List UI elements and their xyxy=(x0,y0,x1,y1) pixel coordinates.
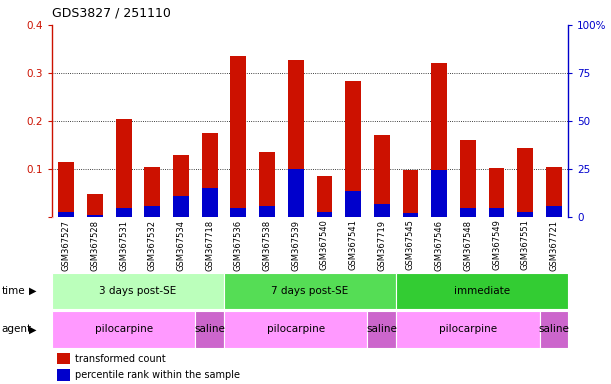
Bar xyxy=(518,148,533,217)
Bar xyxy=(431,170,447,217)
Bar xyxy=(224,311,367,348)
Text: saline: saline xyxy=(367,324,397,334)
Bar xyxy=(288,169,304,217)
Text: pilocarpine: pilocarpine xyxy=(266,324,325,334)
Text: GSM367719: GSM367719 xyxy=(377,220,386,271)
Bar xyxy=(396,273,568,309)
Bar xyxy=(59,212,74,217)
Text: GSM367541: GSM367541 xyxy=(349,220,357,270)
Text: GSM367546: GSM367546 xyxy=(434,220,444,271)
Bar xyxy=(115,209,131,217)
Bar xyxy=(202,188,218,217)
Bar xyxy=(52,273,224,309)
Bar xyxy=(288,60,304,217)
Bar xyxy=(57,353,70,364)
Text: ▶: ▶ xyxy=(29,286,37,296)
Bar xyxy=(259,152,275,217)
Text: GSM367540: GSM367540 xyxy=(320,220,329,270)
Bar xyxy=(224,273,396,309)
Text: GSM367534: GSM367534 xyxy=(177,220,186,271)
Text: immediate: immediate xyxy=(454,286,510,296)
Bar xyxy=(52,311,196,348)
Text: 7 days post-SE: 7 days post-SE xyxy=(271,286,349,296)
Text: ▶: ▶ xyxy=(29,324,37,334)
Bar xyxy=(460,140,476,217)
Text: GSM367539: GSM367539 xyxy=(291,220,300,271)
Bar xyxy=(367,311,396,348)
Bar xyxy=(259,207,275,217)
Bar xyxy=(196,311,224,348)
Text: GSM367531: GSM367531 xyxy=(119,220,128,271)
Bar xyxy=(489,209,505,217)
Bar xyxy=(518,212,533,217)
Bar xyxy=(57,369,70,381)
Text: GSM367545: GSM367545 xyxy=(406,220,415,270)
Bar xyxy=(546,207,562,217)
Bar xyxy=(396,311,540,348)
Bar xyxy=(403,170,419,217)
Bar xyxy=(230,209,246,217)
Text: percentile rank within the sample: percentile rank within the sample xyxy=(75,370,240,380)
Bar xyxy=(374,136,390,217)
Bar xyxy=(87,215,103,217)
Bar xyxy=(173,155,189,217)
Text: agent: agent xyxy=(1,324,31,334)
Bar xyxy=(316,212,332,217)
Text: GSM367538: GSM367538 xyxy=(263,220,271,271)
Text: GSM367536: GSM367536 xyxy=(234,220,243,271)
Text: pilocarpine: pilocarpine xyxy=(95,324,153,334)
Bar xyxy=(345,190,361,217)
Bar xyxy=(540,311,568,348)
Bar xyxy=(230,56,246,217)
Bar xyxy=(173,196,189,217)
Bar xyxy=(144,207,160,217)
Bar xyxy=(489,167,505,217)
Bar xyxy=(115,119,131,217)
Bar xyxy=(316,176,332,217)
Text: GSM367721: GSM367721 xyxy=(549,220,558,271)
Bar xyxy=(144,167,160,217)
Bar xyxy=(202,133,218,217)
Bar xyxy=(87,194,103,217)
Text: GSM367548: GSM367548 xyxy=(463,220,472,271)
Text: GSM367549: GSM367549 xyxy=(492,220,501,270)
Text: GSM367528: GSM367528 xyxy=(90,220,100,271)
Text: GSM367532: GSM367532 xyxy=(148,220,157,271)
Text: GSM367718: GSM367718 xyxy=(205,220,214,271)
Text: GSM367551: GSM367551 xyxy=(521,220,530,270)
Text: saline: saline xyxy=(194,324,225,334)
Bar xyxy=(546,167,562,217)
Bar xyxy=(431,63,447,217)
Bar xyxy=(403,213,419,217)
Text: saline: saline xyxy=(538,324,569,334)
Bar xyxy=(374,204,390,217)
Bar xyxy=(460,209,476,217)
Text: transformed count: transformed count xyxy=(75,354,166,364)
Text: GDS3827 / 251110: GDS3827 / 251110 xyxy=(52,6,171,19)
Text: GSM367527: GSM367527 xyxy=(62,220,71,271)
Bar xyxy=(59,162,74,217)
Text: pilocarpine: pilocarpine xyxy=(439,324,497,334)
Text: time: time xyxy=(1,286,25,296)
Bar xyxy=(345,81,361,217)
Text: 3 days post-SE: 3 days post-SE xyxy=(100,286,177,296)
